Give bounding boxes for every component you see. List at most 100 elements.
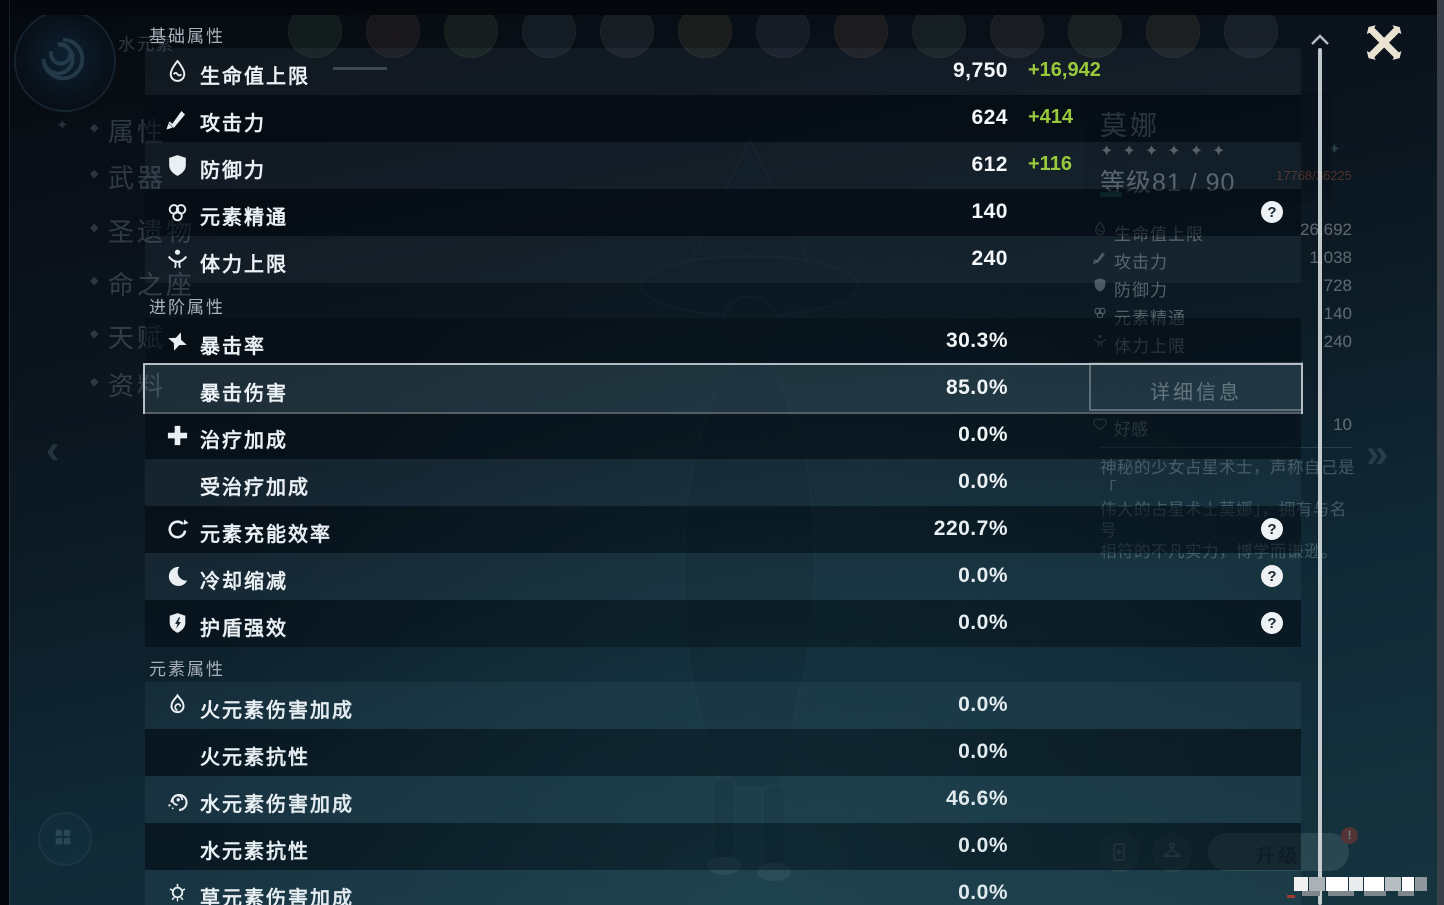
stat-value: 85.0% <box>945 376 1008 399</box>
sparkle-icon: ✦ <box>56 117 69 134</box>
stat-row-elemental-mastery[interactable]: 元素精通 140 ? <box>145 189 1301 236</box>
hydro-emblem-icon <box>14 10 116 112</box>
stat-label: 体力上限 <box>200 254 288 276</box>
cd-reduction-icon <box>165 564 190 589</box>
hydro-icon <box>165 787 190 812</box>
bg-stat-label: 攻击力 <box>1114 253 1168 272</box>
diamond-bullet-icon: ◆ <box>90 376 102 388</box>
help-icon[interactable]: ? <box>1261 565 1283 587</box>
stat-row-dendro-dmg-bonus[interactable]: 草元素伤害加成 0.0% <box>145 870 1301 905</box>
stat-label: 暴击伤害 <box>200 383 288 405</box>
energy-recharge-icon <box>165 517 190 542</box>
censor-block <box>1415 877 1427 891</box>
stat-row-incoming-healing-bonus[interactable]: 受治疗加成 0.0% <box>145 459 1301 506</box>
scrollbar[interactable] <box>1318 48 1322 905</box>
menu-grid-icon <box>52 826 74 848</box>
censor-red-mark <box>1287 895 1295 898</box>
stat-value: 9,750 <box>952 59 1008 82</box>
avatar-selected-indicator <box>333 67 387 70</box>
top-letterbox-bar <box>0 0 1444 15</box>
scroll-up-arrow-icon[interactable] <box>1310 33 1330 46</box>
crit-rate-icon <box>165 329 190 354</box>
star-rating: ✦✦✦✦✦✦ <box>1100 143 1235 160</box>
stat-label: 火元素伤害加成 <box>200 700 354 722</box>
stat-value: 240 <box>971 247 1008 270</box>
stat-row-hydro-dmg-bonus[interactable]: 水元素伤害加成 46.6% <box>145 776 1301 823</box>
dendro-icon <box>165 881 190 905</box>
healing-icon <box>165 423 190 448</box>
stat-label: 元素充能效率 <box>200 524 332 546</box>
stat-row-hydro-res[interactable]: 水元素抗性 0.0% <box>145 823 1301 870</box>
bg-stat-value: 26,692 <box>1300 220 1352 239</box>
def-icon <box>165 153 190 178</box>
diamond-bullet-icon: ◆ <box>90 122 102 134</box>
section-title-advanced: 进阶属性 <box>149 298 225 317</box>
chevron-right-icon: » <box>1366 432 1389 476</box>
sidebar-item-constellation: ◆ 命之座 <box>90 265 196 302</box>
exclamation-badge: ! <box>1341 827 1358 844</box>
description-line: 神秘的少女占星术士，声称自己是「 <box>1100 459 1355 498</box>
censor-block <box>1349 877 1363 891</box>
hp-icon <box>165 59 190 84</box>
stat-row-healing-bonus[interactable]: 治疗加成 0.0% <box>145 412 1301 459</box>
atk-icon <box>165 106 190 131</box>
stat-row-pyro-res[interactable]: 火元素抗性 0.0% <box>145 729 1301 776</box>
stat-row-energy-recharge[interactable]: 元素充能效率 220.7% ? <box>145 506 1301 553</box>
diamond-bullet-icon: ◆ <box>90 222 102 234</box>
close-button[interactable] <box>1358 18 1410 66</box>
stat-label: 护盾强效 <box>200 618 288 640</box>
chevron-left-icon: ‹ <box>46 428 60 472</box>
help-icon[interactable]: ? <box>1261 518 1283 540</box>
stat-label: 受治疗加成 <box>200 477 310 499</box>
censor-block <box>1302 891 1320 896</box>
stat-value: 0.0% <box>958 693 1008 716</box>
stat-label: 冷却缩减 <box>200 571 288 593</box>
stat-label: 攻击力 <box>200 113 266 135</box>
pyro-icon <box>165 693 190 718</box>
sidebar-item-label: 命之座 <box>108 270 196 300</box>
help-icon[interactable]: ? <box>1261 201 1283 223</box>
stat-row-max-stamina[interactable]: 体力上限 240 <box>145 236 1301 283</box>
stat-value: 0.0% <box>958 423 1008 446</box>
stat-row-crit-dmg[interactable]: 暴击伤害 85.0% <box>145 365 1301 412</box>
bg-stat-row-def: 防御力 728 <box>1090 274 1352 300</box>
stamina-icon <box>165 247 190 272</box>
stat-value: 0.0% <box>958 881 1008 904</box>
left-letterbox-bar <box>0 0 9 905</box>
censor-block <box>1398 891 1414 896</box>
bg-stat-value: 140 <box>1323 304 1352 323</box>
details-info-label: 详细信息 <box>1150 382 1242 404</box>
stat-row-cd-reduction[interactable]: 冷却缩减 0.0% ? <box>145 553 1301 600</box>
censor-block <box>1326 877 1348 891</box>
stat-value: 0.0% <box>958 740 1008 763</box>
stat-row-atk[interactable]: 攻击力 624 +414 <box>145 95 1301 142</box>
censor-block <box>1364 877 1384 891</box>
character-exp: 17768/36225 <box>1276 168 1352 183</box>
stat-value: 624 <box>971 106 1008 129</box>
stat-value: 0.0% <box>958 564 1008 587</box>
menu-button <box>38 812 92 866</box>
help-icon[interactable]: ? <box>1261 612 1283 634</box>
bg-stat-value: 240 <box>1323 332 1352 351</box>
close-icon <box>1358 18 1410 66</box>
diamond-bullet-icon: ◆ <box>90 168 102 180</box>
stat-label: 火元素抗性 <box>200 747 310 769</box>
friendship-value: 10 <box>1333 415 1352 434</box>
stat-row-def[interactable]: 防御力 612 +116 <box>145 142 1301 189</box>
stat-row-max-hp[interactable]: 生命值上限 9,750 +16,942 <box>145 48 1301 95</box>
stat-value: 0.0% <box>958 470 1008 493</box>
stat-value: 30.3% <box>945 329 1008 352</box>
diamond-bullet-icon: ◆ <box>90 275 102 287</box>
stat-bonus: +414 <box>1028 106 1074 128</box>
right-edge-strip <box>1437 0 1444 905</box>
stat-value: 612 <box>971 153 1008 176</box>
stat-label: 防御力 <box>200 160 266 182</box>
stat-label: 水元素抗性 <box>200 841 310 863</box>
bg-stat-label: 防御力 <box>1114 281 1168 300</box>
stat-value: 140 <box>971 200 1008 223</box>
sidebar-item-label: 资料 <box>108 371 167 401</box>
stat-row-crit-rate[interactable]: 暴击率 30.3% <box>145 318 1301 365</box>
stat-row-pyro-dmg-bonus[interactable]: 火元素伤害加成 0.0% <box>145 682 1301 729</box>
stat-row-shield-strength[interactable]: 护盾强效 0.0% ? <box>145 600 1301 647</box>
